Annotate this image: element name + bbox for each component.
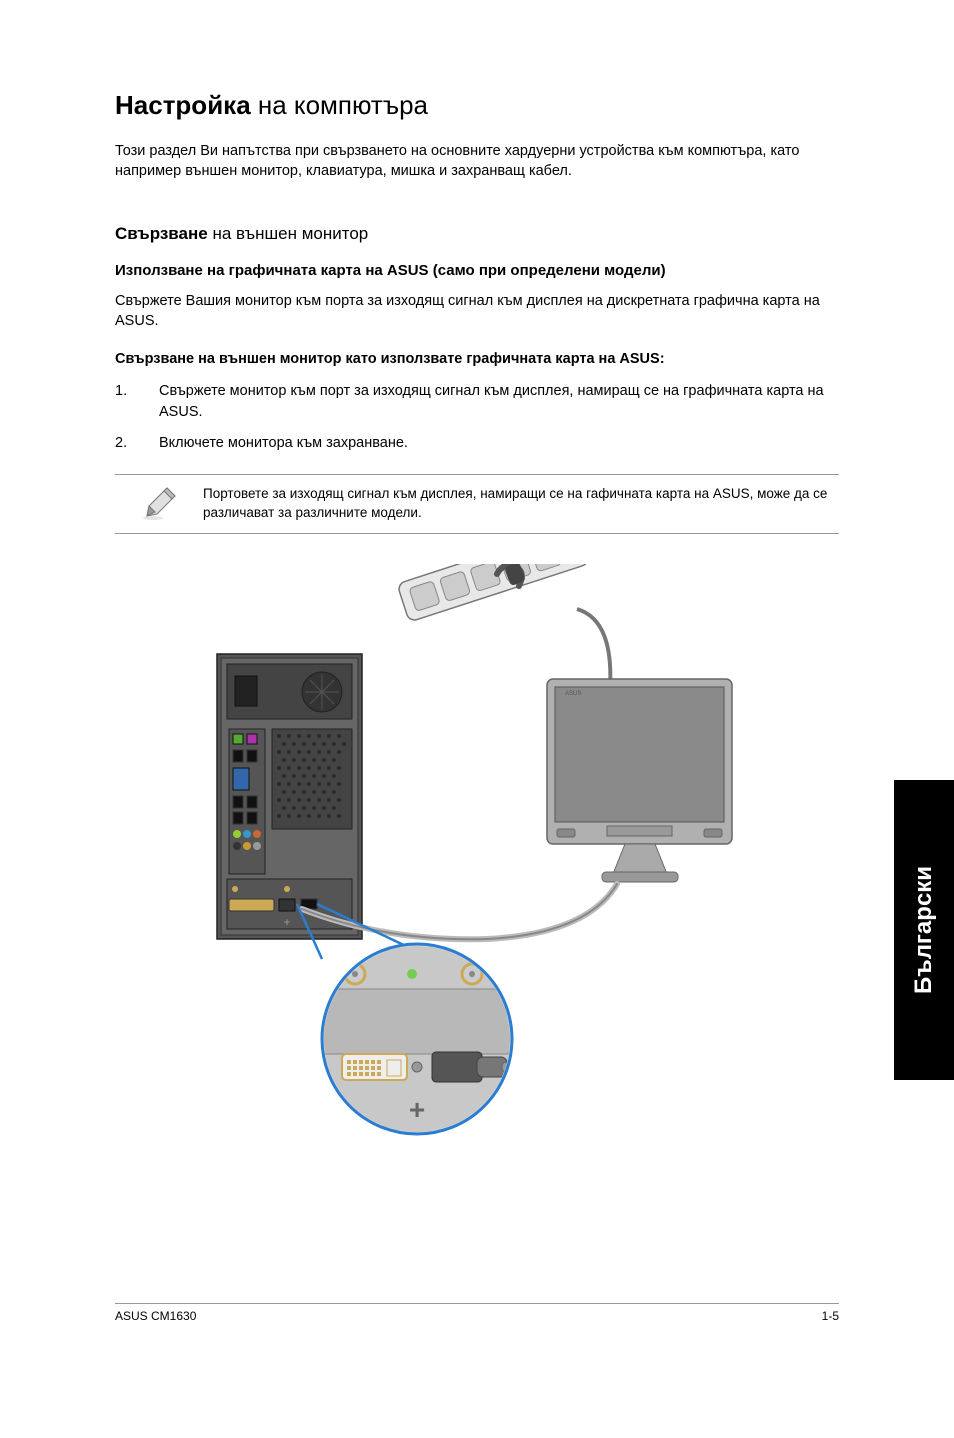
subsection-heading: Използване на графичната карта на ASUS (…: [115, 262, 839, 279]
step-number: 1.: [115, 381, 159, 423]
svg-text:+: +: [409, 1094, 425, 1125]
list-item: 1. Свържете монитор към порт за изходящ …: [115, 381, 839, 423]
note-text: Портовете за изходящ сигнал към дисплея,…: [203, 479, 839, 529]
page-footer: ASUS CM1630 1-5: [115, 1303, 839, 1323]
steps-heading: Свързване на външен монитор като използв…: [115, 351, 839, 367]
connection-diagram: + ASUS: [115, 564, 839, 1144]
subsection-paragraph: Свържете Вашия монитор към порта за изхо…: [115, 291, 839, 332]
svg-text:ASUS: ASUS: [565, 691, 581, 697]
step-number: 2.: [115, 433, 159, 454]
footer-page-number: 1-5: [822, 1309, 839, 1323]
step-text: Включете монитора към захранване.: [159, 433, 408, 454]
page-title: Настройка на компютъра: [115, 90, 839, 121]
step-text: Свържете монитор към порт за изходящ сиг…: [159, 381, 839, 423]
title-rest: на компютъра: [251, 90, 428, 120]
subheading-rest: на външен монитор: [208, 224, 369, 243]
title-bold: Настройка: [115, 90, 251, 120]
language-tab: Български: [894, 780, 954, 1080]
svg-text:+: +: [283, 915, 290, 929]
footer-model: ASUS CM1630: [115, 1309, 196, 1323]
intro-paragraph: Този раздел Ви напътства при свързването…: [115, 141, 839, 182]
section-heading: Свързване на външен монитор: [115, 224, 839, 244]
subheading-bold: Свързване: [115, 224, 208, 243]
list-item: 2. Включете монитора към захранване.: [115, 433, 839, 454]
steps-list: 1. Свържете монитор към порт за изходящ …: [115, 381, 839, 454]
pencil-icon: [115, 484, 203, 524]
note-box: Портовете за изходящ сигнал към дисплея,…: [115, 474, 839, 534]
language-tab-text: Български: [910, 866, 938, 994]
